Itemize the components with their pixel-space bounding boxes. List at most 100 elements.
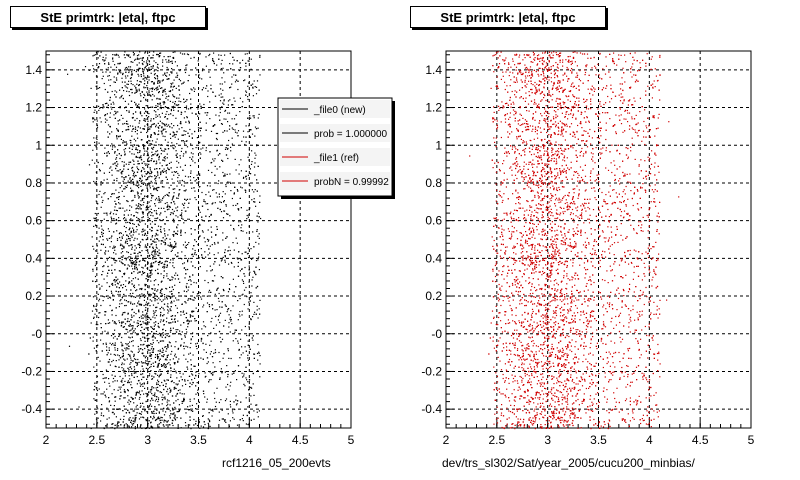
scatter-point — [107, 228, 109, 230]
scatter-point — [134, 421, 136, 423]
scatter-point — [128, 277, 130, 279]
scatter-point — [165, 164, 167, 166]
scatter-point — [161, 131, 163, 133]
scatter-point — [171, 72, 173, 74]
scatter-point — [214, 351, 217, 354]
scatter-point — [118, 198, 120, 200]
scatter-point — [195, 374, 197, 376]
scatter-point — [189, 314, 191, 316]
scatter-point — [150, 363, 152, 365]
scatter-point — [105, 425, 107, 427]
scatter-point — [101, 201, 103, 203]
scatter-point — [204, 279, 206, 282]
scatter-point — [160, 243, 162, 245]
scatter-point — [162, 91, 164, 93]
scatter-point — [131, 148, 133, 150]
scatter-point — [243, 289, 246, 291]
scatter-point — [134, 371, 136, 373]
scatter-point — [167, 346, 169, 348]
scatter-point — [218, 300, 220, 302]
scatter-point — [131, 73, 133, 75]
scatter-point — [157, 364, 159, 366]
scatter-point — [172, 94, 174, 96]
scatter-point — [117, 129, 119, 131]
scatter-point — [257, 117, 259, 119]
scatter-point — [150, 200, 152, 202]
scatter-point — [103, 193, 105, 195]
scatter-point — [199, 103, 201, 105]
scatter-point — [173, 319, 176, 321]
scatter-point — [124, 375, 126, 377]
scatter-point — [156, 355, 158, 357]
scatter-point — [161, 240, 164, 242]
scatter-point — [167, 312, 169, 314]
scatter-point — [209, 371, 211, 373]
scatter-point — [130, 261, 133, 263]
scatter-point — [109, 297, 112, 299]
scatter-point — [117, 354, 119, 356]
scatter-point — [163, 168, 165, 170]
scatter-point — [119, 375, 121, 378]
scatter-point — [95, 418, 98, 420]
x-tick-label: 3 — [144, 433, 151, 447]
scatter-point — [179, 52, 182, 54]
scatter-point — [126, 268, 128, 270]
scatter-point — [104, 311, 106, 313]
scatter-point — [116, 230, 118, 232]
scatter-point — [225, 205, 227, 207]
scatter-point — [196, 382, 198, 384]
scatter-point — [96, 245, 98, 247]
scatter-point — [189, 156, 191, 159]
scatter-point — [172, 51, 174, 53]
scatter-point — [190, 261, 192, 263]
scatter-point — [214, 293, 216, 295]
scatter-point — [158, 186, 160, 189]
scatter-point — [132, 331, 134, 333]
scatter-point — [151, 264, 153, 266]
scatter-point — [140, 185, 142, 187]
scatter-point — [96, 406, 98, 408]
scatter-point — [93, 217, 95, 219]
scatter-point — [141, 332, 143, 334]
scatter-point — [225, 237, 227, 239]
scatter-point — [116, 170, 118, 172]
scatter-point — [122, 295, 124, 297]
scatter-point — [149, 373, 151, 375]
scatter-point — [127, 313, 129, 315]
scatter-point — [190, 233, 192, 235]
scatter-point — [220, 368, 222, 370]
scatter-point — [185, 140, 187, 142]
scatter-point — [101, 274, 103, 276]
scatter-point — [161, 80, 163, 82]
scatter-point — [202, 231, 204, 233]
scatter-point — [123, 363, 125, 365]
scatter-point — [217, 144, 219, 146]
scatter-point — [175, 150, 177, 152]
scatter-point — [228, 288, 230, 290]
scatter-point — [154, 77, 156, 79]
scatter-point — [181, 209, 183, 211]
scatter-point — [237, 300, 239, 302]
scatter-point — [105, 343, 107, 346]
scatter-point — [173, 388, 175, 390]
scatter-point — [144, 283, 146, 285]
scatter-point — [159, 87, 162, 89]
scatter-point — [121, 190, 123, 192]
scatter-point — [189, 352, 191, 354]
scatter-point — [257, 212, 259, 214]
scatter-point — [119, 357, 122, 359]
scatter-point — [194, 162, 196, 164]
scatter-point — [166, 111, 168, 113]
scatter-point — [152, 427, 154, 429]
scatter-point — [153, 376, 155, 378]
scatter-point — [151, 226, 153, 228]
scatter-point — [148, 201, 150, 203]
scatter-point — [198, 373, 200, 375]
scatter-point — [158, 297, 160, 299]
scatter-point — [128, 295, 130, 297]
scatter-point — [148, 183, 150, 185]
scatter-point — [117, 120, 119, 122]
scatter-point — [153, 146, 155, 148]
scatter-point — [114, 281, 116, 283]
scatter-point — [195, 307, 197, 309]
